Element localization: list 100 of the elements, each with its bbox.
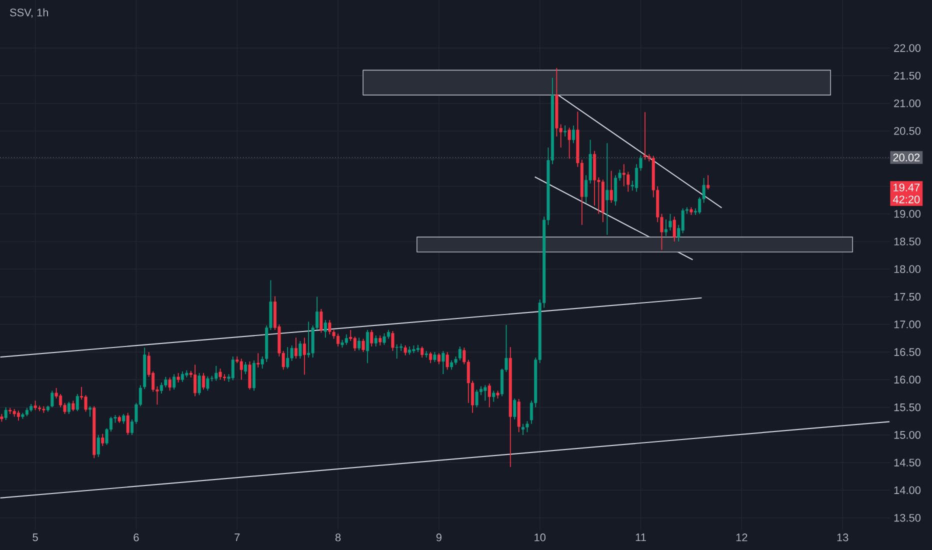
candlestick	[564, 124, 567, 137]
candlestick	[122, 413, 126, 424]
candlestick	[458, 346, 462, 361]
candlestick	[244, 362, 248, 375]
x-tick-label: 8	[335, 534, 341, 542]
candlestick	[164, 376, 168, 388]
candlestick	[614, 174, 618, 206]
candlestick	[16, 410, 20, 422]
candlestick	[126, 412, 130, 436]
candlestick	[526, 420, 529, 433]
candlestick	[256, 352, 260, 368]
candlestick	[370, 329, 374, 347]
candlestick	[4, 406, 8, 420]
candlestick	[172, 374, 176, 390]
candlestick	[248, 360, 252, 390]
candlestick	[433, 352, 436, 362]
candlestick	[168, 377, 172, 392]
y-tick-label: 19.00	[894, 210, 921, 218]
y-tick-label: 21.00	[894, 99, 921, 108]
candlestick	[202, 372, 206, 390]
candlestick	[513, 398, 516, 420]
candlestick	[681, 208, 684, 234]
y-tick-label: 13.50	[894, 514, 921, 522]
y-tick-label: 20.50	[894, 127, 921, 135]
candlestick	[450, 360, 454, 370]
y-tick-label: 22.00	[894, 44, 921, 52]
candlestick	[572, 124, 575, 144]
candlestick	[378, 335, 382, 346]
y-tick-label: 16.00	[894, 376, 921, 384]
candlestick	[437, 352, 440, 365]
text: 42:20	[892, 196, 920, 204]
candlestick	[446, 352, 449, 370]
y-tick-label: 21.50	[894, 72, 921, 80]
candlestick	[88, 406, 92, 418]
y-tick-label: 16.50	[894, 348, 921, 356]
x-tick-label: 12	[736, 534, 748, 542]
y-tick-label: 14.50	[894, 458, 921, 466]
candlestick	[34, 400, 37, 411]
candlestick	[50, 390, 54, 408]
y-tick-label: 15.50	[894, 403, 921, 412]
candlestick	[358, 337, 361, 351]
candlestick	[484, 384, 487, 402]
candlestick	[374, 335, 378, 347]
candlestick	[198, 372, 201, 396]
candlestick	[672, 216, 676, 242]
x-tick-label: 9	[436, 534, 442, 542]
candlestick	[206, 376, 210, 392]
candlestick	[218, 368, 222, 380]
candlestick	[475, 389, 478, 408]
candlestick	[420, 346, 424, 358]
candlestick	[101, 433, 104, 446]
y-tick-label: 17.50	[894, 292, 921, 301]
candlestick	[643, 112, 647, 160]
ref-line-label: 20.02	[893, 154, 920, 162]
candlestick	[442, 350, 445, 375]
candlestick	[298, 340, 302, 360]
candlestick	[664, 218, 668, 236]
candlestick	[231, 356, 234, 381]
candlestick	[391, 330, 394, 352]
candlestick	[302, 337, 306, 376]
x-tick-label: 5	[32, 534, 38, 542]
candlestick	[344, 334, 348, 346]
candlestick	[404, 344, 407, 356]
candlestick	[76, 394, 79, 412]
y-tick-label: 14.00	[894, 486, 921, 494]
candlestick	[353, 336, 356, 352]
x-tick-label: 10	[534, 534, 546, 542]
candlestick	[67, 401, 70, 414]
candlestick	[488, 383, 491, 408]
x-tick-label: 7	[234, 534, 240, 542]
text: 19.47	[894, 184, 920, 192]
x-tick-label: 11	[636, 534, 646, 542]
y-tick-label: 18.00	[894, 265, 921, 274]
candlestick	[362, 338, 365, 352]
text: SSV, 1h	[10, 8, 48, 18]
candlestick	[610, 170, 613, 204]
candlestick	[320, 308, 323, 334]
y-tick-label: 15.00	[894, 431, 921, 439]
candlestick	[568, 127, 571, 160]
candlestick	[286, 346, 290, 370]
candlestick	[324, 320, 327, 338]
candlestick	[84, 394, 88, 412]
candlestick	[429, 352, 432, 364]
candlestick	[521, 423, 525, 436]
candlestick	[176, 372, 180, 383]
y-tick-label: 17.00	[894, 320, 921, 328]
candlestick	[96, 434, 100, 458]
y-tick-label: 18.50	[894, 238, 921, 246]
candlestick	[366, 329, 370, 364]
candlestick	[260, 356, 264, 370]
candlestick	[294, 337, 298, 360]
candlestick	[328, 320, 332, 335]
candlestick	[706, 174, 710, 190]
candlestick	[240, 358, 243, 380]
candlestick	[72, 400, 75, 412]
candlestick	[492, 390, 496, 402]
x-tick-label: 6	[134, 534, 139, 542]
x-tick-label: 13	[837, 534, 848, 542]
candlestick	[307, 321, 310, 358]
candlestick	[382, 332, 386, 346]
